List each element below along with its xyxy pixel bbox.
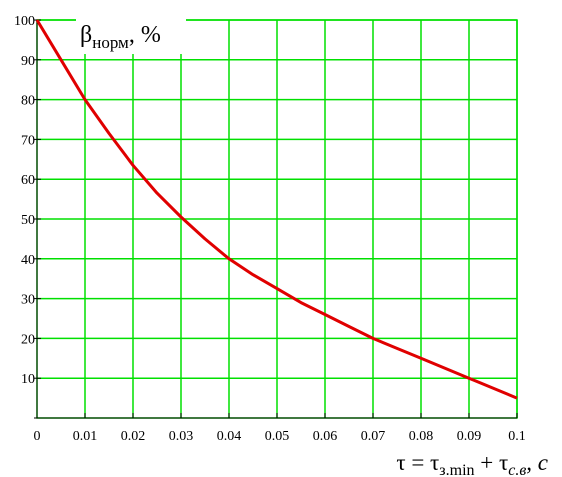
y-tick-label: 90	[21, 54, 35, 69]
y-tick-label: 30	[21, 293, 35, 308]
x-tick-label: 0.08	[409, 429, 434, 444]
y-tick-label: 40	[21, 253, 35, 268]
x-tick-label: 0.02	[121, 429, 146, 444]
x-tick-label: 0.1	[508, 429, 526, 444]
x-axis-lhs: τ = τ	[396, 450, 439, 475]
x-tick-label: 0.04	[217, 429, 242, 444]
x-axis-title: τ = τз.min + τс.в, с	[396, 450, 548, 477]
y-tick-label: 20	[21, 332, 35, 347]
y-axis-unit: , %	[129, 22, 161, 48]
y-tick-label: 70	[21, 133, 35, 148]
x-tick-label: 0.07	[361, 429, 386, 444]
x-axis-plus: + τ	[475, 450, 509, 475]
x-tick-label: 0.06	[313, 429, 338, 444]
series	[35, 19, 518, 400]
y-tick-label: 60	[21, 173, 35, 188]
y-tick-label: 80	[21, 94, 35, 109]
x-tick-label: 0.03	[169, 429, 194, 444]
x-axis-subscript-1: з.min	[439, 462, 474, 477]
y-axis-symbol: β	[80, 22, 92, 48]
x-tick-label: 0.05	[265, 429, 290, 444]
grid	[37, 19, 518, 418]
x-axis-unit: , с	[526, 450, 548, 475]
y-tick-label: 100	[14, 14, 35, 29]
y-axis-title-background	[76, 14, 186, 54]
x-tick-label: 0	[34, 429, 41, 444]
series-line	[35, 19, 518, 400]
y-tick-label: 50	[21, 213, 35, 228]
x-tick-label: 0.01	[73, 429, 98, 444]
tick-labels: 0 0.01 0.02 0.03 0.04 0.05 0.06 0.07 0.08 0.09 0.1…	[14, 14, 526, 444]
x-axis-subscript-2: с.в	[508, 462, 526, 477]
y-axis-title: βнорм, %	[80, 22, 161, 52]
y-axis-subscript: норм	[92, 33, 129, 52]
y-tick-label: 10	[21, 372, 35, 387]
axes	[34, 19, 518, 419]
x-tick-label: 0.09	[457, 429, 482, 444]
